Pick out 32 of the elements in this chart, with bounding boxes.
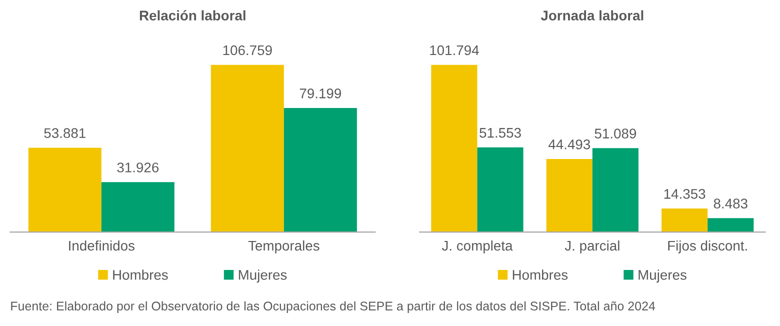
bar <box>28 148 102 232</box>
x-tick-label: J. completa <box>442 240 513 254</box>
bar <box>210 64 284 232</box>
data-label: 51.553 <box>480 128 521 138</box>
legend-label: Hombres <box>512 270 568 280</box>
chart-title: Relación laboral <box>140 10 246 20</box>
bar <box>592 148 638 232</box>
bar <box>546 159 592 232</box>
chart-title: Jornada laboral <box>540 10 644 20</box>
legend-label: Hombres <box>113 270 168 280</box>
data-label: 101.794 <box>430 45 479 56</box>
data-label: 44.493 <box>548 139 590 150</box>
data-label: 106.759 <box>223 45 272 56</box>
data-label: 53.881 <box>44 128 86 138</box>
bar <box>284 108 357 232</box>
bar <box>662 208 708 232</box>
bar <box>101 182 174 232</box>
bar <box>431 64 478 232</box>
bar <box>708 218 754 232</box>
data-label: 14.353 <box>664 189 706 199</box>
x-tick-label: Indefinidos <box>69 240 134 251</box>
data-label: 31.926 <box>117 162 159 172</box>
x-tick-label: Temporales <box>248 240 320 254</box>
x-tick-label: J. parcial <box>564 240 620 254</box>
bar <box>477 147 524 232</box>
data-label: 8.483 <box>714 198 748 208</box>
data-label: 79.199 <box>300 88 342 98</box>
legend-label: Mujeres <box>638 270 686 283</box>
data-label: 51.089 <box>594 128 636 138</box>
source-note: Fuente: Elaborado por el Observatorio de las Ocupaciones del SEPE a partir de los datos del SISPE. Total año 2024 <box>11 301 656 313</box>
legend-label: Mujeres <box>238 270 287 283</box>
x-tick-label: Fijos discont. <box>668 240 747 254</box>
